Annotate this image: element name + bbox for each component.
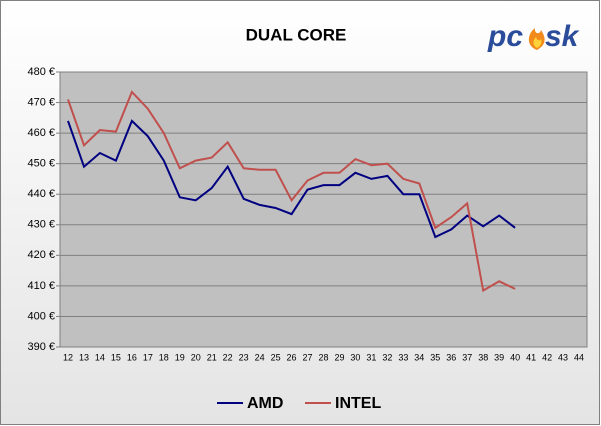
x-tick-label: 22 — [223, 352, 233, 362]
x-tick-label: 40 — [510, 352, 520, 362]
x-tick-label: 13 — [79, 352, 89, 362]
y-tick-label: 390 € — [27, 341, 55, 353]
line-series — [67, 90, 516, 293]
x-tick-label: 43 — [558, 352, 568, 362]
y-tick-label: 420 € — [27, 249, 55, 261]
chart-title: DUAL CORE — [246, 25, 347, 44]
line-series — [67, 119, 516, 239]
plot-area — [59, 71, 588, 348]
y-tick-label: 450 € — [27, 158, 55, 170]
y-tick-label: 460 € — [27, 127, 55, 139]
x-tick-label: 29 — [334, 352, 344, 362]
y-tick-label: 430 € — [27, 219, 55, 231]
x-tick-label: 42 — [542, 352, 552, 362]
x-tick-label: 24 — [255, 352, 265, 362]
y-tick-label: 400 € — [27, 310, 55, 322]
x-tick-label: 12 — [63, 352, 73, 362]
x-tick-label: 32 — [382, 352, 392, 362]
legend-label: AMD — [247, 395, 283, 412]
x-tick-label: 44 — [574, 352, 584, 362]
x-tick-label: 19 — [175, 352, 185, 362]
x-tick-label: 33 — [398, 352, 408, 362]
y-tick-label: 470 € — [27, 96, 55, 108]
logo-flame-core — [533, 37, 542, 48]
x-tick-label: 34 — [414, 352, 424, 362]
x-tick-label: 36 — [446, 352, 456, 362]
x-tick-label: 20 — [191, 352, 201, 362]
x-tick-label: 37 — [462, 352, 472, 362]
y-tick-label: 410 € — [27, 280, 55, 292]
x-tick-label: 31 — [366, 352, 376, 362]
x-tick-label: 26 — [287, 352, 297, 362]
logo-text: sk — [545, 20, 580, 53]
logo: pc sk — [487, 20, 580, 53]
x-tick-label: 41 — [526, 352, 536, 362]
x-tick-label: 30 — [350, 352, 360, 362]
x-tick-label: 23 — [239, 352, 249, 362]
x-tick-label: 18 — [159, 352, 169, 362]
x-tick-label: 35 — [430, 352, 440, 362]
x-tick-label: 28 — [318, 352, 328, 362]
x-tick-label: 14 — [95, 352, 105, 362]
x-tick-label: 21 — [207, 352, 217, 362]
logo-text: pc — [487, 20, 523, 53]
x-tick-label: 25 — [271, 352, 281, 362]
x-tick-label: 39 — [494, 352, 504, 362]
x-tick-label: 15 — [111, 352, 121, 362]
x-tick-label: 27 — [303, 352, 313, 362]
x-tick-label: 17 — [143, 352, 153, 362]
y-tick-label: 440 € — [27, 188, 55, 200]
x-tick-label: 38 — [478, 352, 488, 362]
legend-label: INTEL — [335, 395, 381, 412]
y-tick-label: 480 € — [27, 66, 55, 78]
x-tick-label: 16 — [127, 352, 137, 362]
